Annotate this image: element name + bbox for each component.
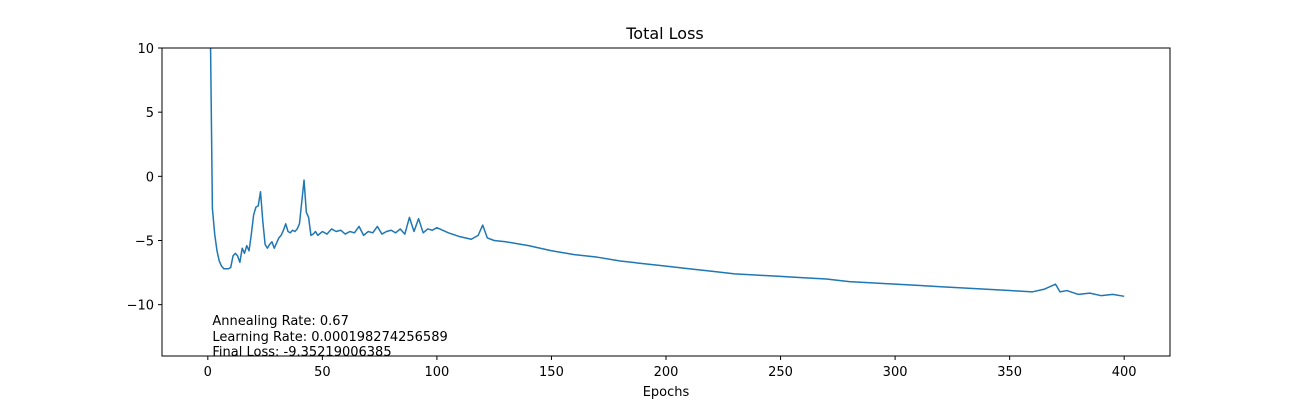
x-tick-label: 350: [997, 365, 1022, 380]
total-loss-series-line: [209, 48, 1125, 298]
y-tick-label: 5: [146, 106, 154, 121]
y-tick-label: −10: [127, 299, 154, 314]
x-tick-label: 400: [1112, 365, 1137, 380]
x-tick-label: 0: [204, 365, 212, 380]
x-tick-label: 200: [654, 365, 679, 380]
annotation-line: Final Loss: -9.35219006385: [212, 345, 391, 360]
axis-ticks: 0 50 100 150 200 250 300 350 400 −10 −5 0 5 10: [127, 42, 1137, 380]
y-tick-label: 0: [146, 170, 154, 185]
x-tick-label: 300: [883, 365, 908, 380]
annotation-line: Annealing Rate: 0.67: [212, 314, 348, 329]
x-tick-label: 50: [314, 365, 331, 380]
x-tick-label: 150: [539, 365, 564, 380]
plot-frame: [161, 47, 1171, 357]
annotation-line: Learning Rate: 0.000198274256589: [212, 330, 447, 345]
chart-title: Total Loss: [625, 24, 704, 43]
x-axis-label: Epochs: [643, 385, 690, 400]
y-tick-label: −5: [135, 235, 154, 250]
x-tick-label: 250: [768, 365, 793, 380]
plot-area: [209, 48, 1125, 298]
x-tick-label: 100: [424, 365, 449, 380]
y-tick-label: 10: [137, 42, 154, 57]
